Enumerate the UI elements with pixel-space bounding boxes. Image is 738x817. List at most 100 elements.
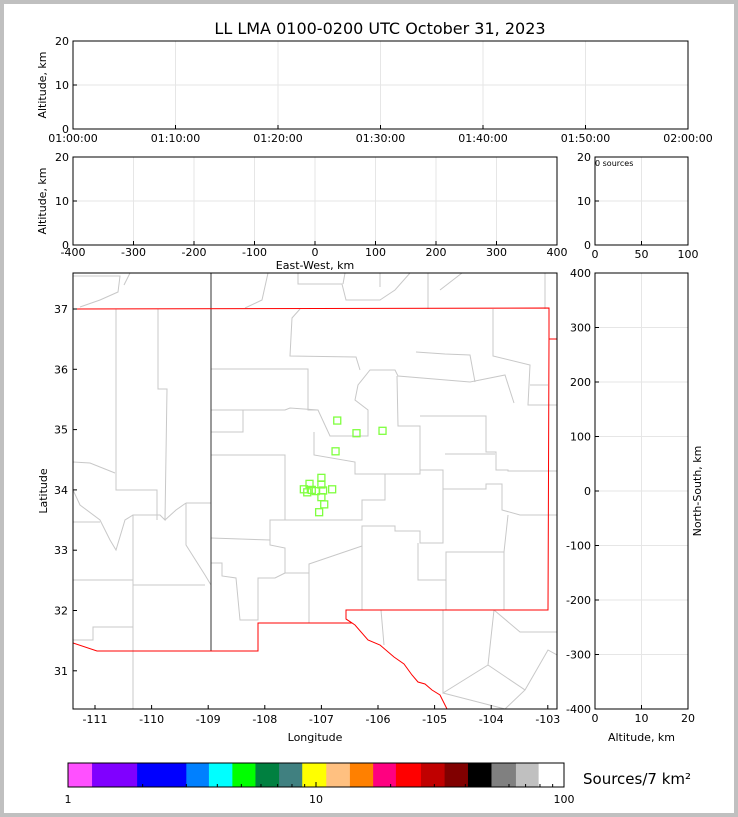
colorbar-segment <box>326 763 351 787</box>
plot-frame <box>594 272 689 710</box>
colorbar-tick-label: 10 <box>309 793 323 806</box>
x-tick-label: 100 <box>365 246 386 259</box>
source-count-annotation: 0 sources <box>595 159 633 168</box>
figure-title: LL LMA 0100-0200 UTC October 31, 2023 <box>214 19 545 38</box>
x-tick-label: -300 <box>121 246 146 259</box>
colorbar-segment <box>491 763 517 787</box>
y-axis-label: North-South, km <box>691 446 704 537</box>
colorbar-segment <box>279 763 303 787</box>
y-tick-label: 34 <box>54 484 68 497</box>
y-tick-label: 20 <box>577 151 591 164</box>
x-tick-label: 100 <box>678 248 699 261</box>
source-point <box>305 479 314 489</box>
y-tick-label: 0 <box>62 239 69 252</box>
colorbar-segment <box>349 763 374 787</box>
y-tick-label: 0 <box>584 239 591 252</box>
colorbar-segment <box>186 763 210 787</box>
source-point <box>328 485 337 494</box>
x-tick-label: 0 <box>592 712 599 725</box>
y-tick-label: 10 <box>577 195 591 208</box>
y-tick-label: 10 <box>55 79 69 92</box>
northsouth-altitude-panel: 0 10 20 -400 -300 -200 -100 0 100 200 300 400 Altitu… <box>566 267 704 744</box>
y-tick-label: -300 <box>566 649 591 662</box>
source-point <box>331 447 340 456</box>
y-axis-label: Latitude <box>37 468 50 514</box>
source-point <box>314 508 324 517</box>
x-tick-label: 01:40:00 <box>458 132 507 145</box>
y-tick-label: 35 <box>54 424 68 437</box>
colorbar-segment <box>444 763 469 787</box>
y-tick-label: 400 <box>570 267 591 280</box>
colorbar-segment <box>137 763 187 787</box>
colorbar-segment <box>208 763 233 787</box>
x-tick-label: 01:50:00 <box>561 132 610 145</box>
colorbar-label: Sources/7 km² <box>583 770 691 788</box>
state-borders <box>73 307 557 709</box>
y-axis-label: Altitude, km <box>36 51 49 118</box>
x-tick-label: -103 <box>535 713 560 726</box>
y-tick-label: 37 <box>54 303 68 316</box>
y-tick-label: 100 <box>570 431 591 444</box>
plot-frame <box>594 156 689 246</box>
x-tick-label: 01:30:00 <box>356 132 405 145</box>
plot-frame <box>72 272 558 710</box>
colorbar-tick-label: 100 <box>554 793 575 806</box>
y-tick-label: 0 <box>584 485 591 498</box>
x-tick-label: 0 <box>592 248 599 261</box>
x-tick-label: 0 <box>312 246 319 259</box>
x-tick-label: -108 <box>252 713 277 726</box>
x-tick-label: 02:00:00 <box>663 132 712 145</box>
x-axis-label: East-West, km <box>276 259 354 272</box>
colorbar-segment <box>515 763 540 787</box>
altitude-time-panel: 01:00:00 01:10:00 01:20:00 01:30:00 01:40:00… <box>36 35 713 145</box>
colorbar-tick-label: 1 <box>65 793 72 806</box>
source-point <box>320 500 329 509</box>
x-tick-label: -400 <box>61 246 86 259</box>
y-tick-label: -200 <box>566 594 591 607</box>
y-tick-label: 20 <box>55 35 69 48</box>
x-tick-label: 01:00:00 <box>48 132 97 145</box>
colorbar-segment <box>395 763 422 787</box>
y-tick-label: 36 <box>54 363 68 376</box>
lightning-sources <box>299 416 387 517</box>
x-tick-label: -104 <box>479 713 504 726</box>
y-tick-label: -100 <box>566 540 591 553</box>
y-tick-label: 0 <box>62 123 69 136</box>
x-tick-label: 20 <box>681 712 695 725</box>
colorbar-segment <box>420 763 446 787</box>
source-point <box>352 429 361 438</box>
map-boundaries <box>73 273 557 709</box>
colorbar-segment <box>467 763 492 787</box>
county-lines <box>73 273 557 709</box>
colorbar-segment <box>373 763 397 787</box>
colorbar-segment <box>92 763 138 787</box>
y-tick-label: 10 <box>55 195 69 208</box>
x-tick-label: -106 <box>366 713 391 726</box>
plot-frame <box>72 156 558 246</box>
x-tick-label: 01:20:00 <box>253 132 302 145</box>
y-tick-label: 33 <box>54 544 68 557</box>
y-tick-label: 20 <box>55 151 69 164</box>
x-tick-label: 10 <box>635 712 649 725</box>
source-point <box>303 488 312 497</box>
colorbar-segment <box>538 763 565 787</box>
x-tick-label: -111 <box>83 713 108 726</box>
colorbar-segment <box>232 763 256 787</box>
colorbar-segment <box>68 763 93 787</box>
y-tick-label: 31 <box>54 665 68 678</box>
altitude-histogram-panel: 0 50 100 0 10 20 0 sources <box>577 151 699 261</box>
source-point <box>333 416 342 425</box>
source-point <box>378 426 387 435</box>
x-tick-label: 400 <box>547 246 568 259</box>
x-tick-label: 01:10:00 <box>151 132 200 145</box>
x-tick-label: -100 <box>242 246 267 259</box>
x-axis-label: Altitude, km <box>608 731 675 744</box>
x-tick-label: 300 <box>486 246 507 259</box>
source-point <box>317 480 326 489</box>
altitude-eastwest-panel: -400 -300 -200 -100 0 100 200 300 400 0 10 20 East-W… <box>36 151 568 272</box>
x-axis-label: Longitude <box>288 731 343 744</box>
x-tick-label: 200 <box>426 246 447 259</box>
y-tick-label: -400 <box>566 703 591 716</box>
